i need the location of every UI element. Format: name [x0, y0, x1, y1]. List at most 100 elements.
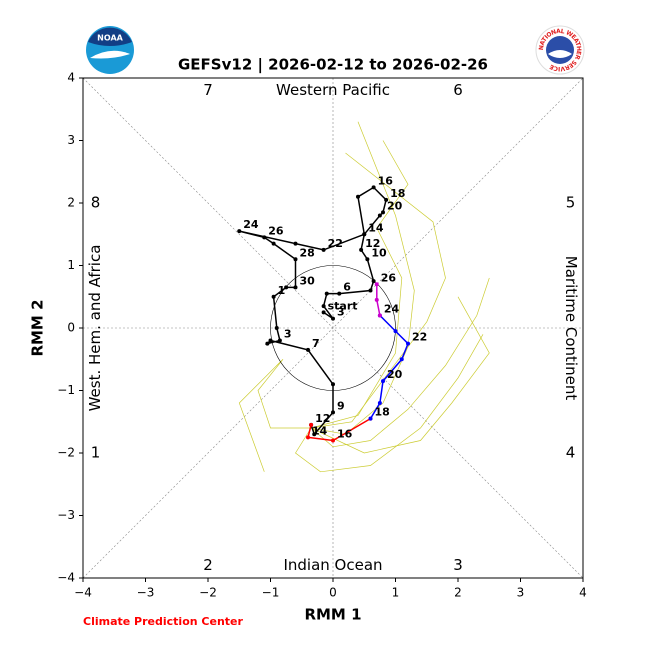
point-label: 1: [278, 284, 286, 297]
point: [268, 338, 273, 343]
phase-label: 3: [453, 556, 463, 574]
point: [331, 382, 335, 387]
point: [324, 291, 329, 296]
point: [331, 410, 335, 415]
point: [337, 291, 342, 296]
trajectory: [239, 186, 387, 436]
point: [274, 326, 279, 330]
point: [374, 282, 379, 287]
point: [377, 401, 382, 405]
point: [293, 241, 298, 246]
x-tick-label: −4: [74, 586, 92, 600]
point-label: 12: [365, 237, 380, 250]
point: [368, 416, 373, 421]
x-axis-label: RMM 1: [304, 606, 361, 624]
y-tick-label: 1: [67, 258, 75, 272]
trajectory: [307, 417, 371, 442]
point-label: 9: [337, 399, 345, 412]
point: [377, 313, 382, 318]
x-tick-label: −2: [199, 586, 217, 600]
phase-label: 7: [203, 81, 213, 99]
point: [293, 285, 298, 290]
point: [321, 310, 326, 315]
y-tick-label: −4: [57, 571, 75, 585]
point: [371, 279, 376, 284]
y-tick-label: −3: [57, 508, 75, 522]
point-label: 7: [312, 337, 320, 350]
point: [284, 285, 289, 290]
x-tick-label: 4: [579, 586, 587, 600]
x-tick-label: 2: [454, 586, 462, 600]
point-label: 20: [387, 368, 403, 381]
point-label: 14: [368, 221, 384, 234]
trajectory: [311, 140, 409, 429]
point: [271, 241, 276, 246]
point-label: 20: [387, 199, 403, 212]
point: [331, 438, 335, 443]
y-tick-label: 0: [67, 321, 75, 335]
x-tick-label: 3: [517, 586, 525, 600]
point: [368, 288, 373, 293]
y-tick-label: 3: [67, 133, 75, 147]
point: [381, 210, 385, 215]
region-label: West. Hem. and Africa: [86, 245, 104, 412]
region-label: Western Pacific: [276, 81, 390, 99]
point: [406, 341, 410, 346]
trajectory: [310, 277, 490, 448]
point-label: 10: [371, 246, 387, 259]
point-label: 18: [390, 187, 405, 200]
point: [362, 232, 367, 237]
point-label: 16: [378, 174, 394, 187]
point-label: 18: [375, 406, 390, 419]
point-label: 26: [268, 224, 284, 237]
point: [393, 329, 398, 334]
point-label: 24: [243, 218, 259, 231]
point: [399, 357, 404, 362]
y-tick-label: 2: [67, 196, 75, 210]
point: [262, 235, 267, 240]
phase-label: 1: [91, 444, 101, 462]
point-label: 3: [284, 328, 292, 341]
point-label: 24: [384, 303, 400, 316]
x-tick-label: 0: [329, 586, 337, 600]
point: [309, 422, 314, 427]
point: [321, 247, 326, 252]
phase-label: 4: [566, 444, 576, 462]
region-label: Maritime Continent: [562, 256, 580, 401]
point: [331, 316, 335, 321]
point-label: 16: [337, 428, 353, 441]
trajectory: [310, 296, 490, 454]
chart-title: GEFSv12 | 2026-02-12 to 2026-02-26: [178, 56, 488, 75]
point-label: 6: [343, 281, 351, 294]
point: [377, 213, 382, 218]
trajectory: [238, 359, 312, 472]
point: [359, 247, 364, 252]
point: [312, 432, 317, 437]
point-label: 22: [328, 237, 343, 250]
point: [293, 257, 298, 262]
point-label: 12: [315, 412, 330, 425]
point: [271, 294, 276, 299]
point: [384, 197, 389, 202]
point: [356, 194, 360, 199]
y-tick-label: 4: [67, 71, 75, 85]
point-label: start: [328, 299, 358, 312]
point-label: 26: [381, 271, 397, 284]
point: [371, 185, 376, 190]
logo-text: NOAA: [97, 34, 123, 43]
y-tick-label: −1: [57, 383, 75, 397]
point: [265, 341, 270, 346]
trajectory: [311, 152, 446, 429]
phase-label: 5: [566, 194, 576, 212]
point: [321, 304, 326, 309]
y-tick-label: −2: [57, 446, 75, 460]
x-tick-label: −3: [137, 586, 155, 600]
point: [306, 435, 310, 440]
point-label: 3: [337, 306, 345, 319]
point: [374, 297, 379, 302]
point-label: 28: [300, 246, 315, 259]
y-axis-label: RMM 2: [29, 299, 47, 356]
point: [277, 338, 282, 343]
x-tick-label: −1: [262, 586, 280, 600]
